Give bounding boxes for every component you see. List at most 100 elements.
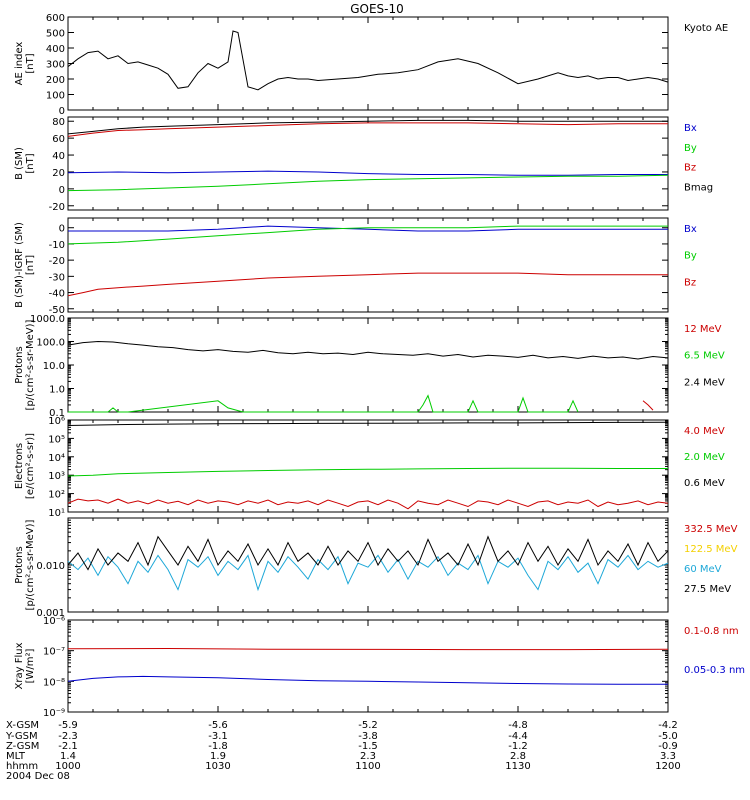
panel-electrons: 10¹ 10² 10³ 10⁴ 10⁵ 10⁶ Electrons [e/(cm²-s-sr)… — [14, 416, 725, 519]
series-line-bz — [67, 122, 668, 137]
ephemeris-value: -0.9 — [658, 741, 678, 752]
ephemeris-value: 1.9 — [210, 751, 226, 762]
ephemeris-row-label: MLT — [6, 751, 26, 762]
series-label: Bz — [684, 277, 696, 288]
y-axis-label: [nT] — [25, 153, 36, 173]
panel-frame — [67, 217, 669, 313]
ephemeris-row-label: Z-GSM — [6, 741, 39, 752]
series-label: 0.1-0.8 nm — [684, 626, 739, 637]
y-axis-label: Protons — [14, 546, 25, 583]
y-axis-label: [W/m²] — [25, 648, 36, 683]
y-axis-label: [nT] — [25, 255, 36, 275]
y-tick-label: 400 — [46, 44, 65, 55]
y-tick-label: -20 — [49, 256, 65, 267]
ephemeris-value: -5.9 — [58, 720, 78, 731]
series-line-bz — [67, 272, 668, 297]
y-axis-label: [nT] — [25, 53, 36, 73]
series-line-0-05-0-3-nm — [67, 675, 668, 685]
ephemeris-value: 1130 — [505, 761, 530, 772]
panel-frame — [67, 116, 669, 211]
y-tick-label: 10.0 — [43, 361, 65, 372]
series-line-by — [67, 174, 669, 192]
series-label: 6.5 MeV — [684, 351, 725, 362]
ephemeris-row-label: X-GSM — [6, 720, 39, 731]
y-tick-label: 10⁴ — [48, 453, 65, 464]
series-line-2-0-mev — [67, 467, 668, 477]
y-tick-label: 0.001 — [36, 608, 65, 619]
y-tick-label: 100.0 — [36, 338, 65, 349]
y-axis-label: AE index — [14, 42, 25, 86]
ephemeris-row-label: 2004 Dec 08 — [6, 771, 70, 782]
figure-title: GOES-10 — [350, 2, 404, 16]
series-line-60-mev — [67, 554, 669, 592]
ephemeris-value: -3.1 — [208, 731, 228, 742]
series-label: Bx — [684, 224, 697, 235]
series-label: 27.5 MeV — [684, 584, 731, 595]
y-tick-label: -20 — [49, 202, 65, 213]
series-label: By — [684, 251, 697, 262]
y-tick-label: -30 — [49, 272, 65, 283]
ephemeris-value: -1.8 — [208, 741, 228, 752]
y-tick-label: 60 — [52, 134, 65, 145]
y-tick-label: 0.010 — [36, 561, 65, 572]
y-tick-label: 10⁻⁸ — [43, 677, 65, 688]
series-label: 4.0 MeV — [684, 426, 725, 437]
series-label: Bz — [684, 163, 696, 174]
series-label: 122.5 MeV — [684, 544, 738, 555]
ephemeris-row-label: Y-GSM — [5, 731, 38, 742]
panel-xray: 10⁻⁹ 10⁻⁸ 10⁻⁷ 10⁻⁶ Xray Flux [W/m²] 0.1-0.8 n… — [14, 616, 745, 719]
ephemeris-value: 1.4 — [60, 751, 76, 762]
series-label: Bx — [684, 123, 697, 134]
ephemeris-value: -5.6 — [208, 720, 228, 731]
y-tick-label: 1.0 — [49, 385, 65, 396]
series-line-12-mev — [642, 400, 654, 411]
ephemeris-value: 1100 — [355, 761, 380, 772]
y-tick-label: 0 — [59, 106, 65, 117]
series-line-bmag — [67, 119, 668, 135]
panel-protons_lo: 0.001 0.010 Protons [p/(cm²-s-sr-MeV)] 332.5… — [14, 517, 738, 619]
series-line-0-6-mev — [67, 421, 669, 426]
y-tick-label: 20 — [52, 168, 65, 179]
series-line-bx — [67, 170, 668, 176]
y-tick-label: 40 — [52, 151, 65, 162]
series-line-0-1-0-8-nm — [67, 647, 669, 651]
series-line-27-5-mev — [67, 535, 669, 571]
panel-ae: 0 100 200 300 400 500 600 AE index [nT] Kyoto AE — [14, 13, 728, 117]
ephemeris-value: -5.2 — [358, 720, 378, 731]
ephemeris-value: 1200 — [655, 761, 680, 772]
y-tick-label: 10⁶ — [48, 416, 65, 427]
series-line-6-5-mev — [68, 394, 579, 413]
y-axis-label: [p/(cm²-s-sr-MeV)] — [25, 319, 36, 410]
ephemeris-value: -5.0 — [658, 731, 678, 742]
panel-bsm: -20 0 20 40 60 80 B (SM) [nT] Bx By Bz Bmag — [14, 116, 713, 213]
y-tick-label: 0 — [59, 224, 65, 235]
y-tick-label: 300 — [46, 60, 65, 71]
y-tick-label: 1000.0 — [30, 314, 65, 325]
ephemeris-value: 2.3 — [360, 751, 376, 762]
ephemeris-value: -2.1 — [58, 741, 78, 752]
y-tick-label: 600 — [46, 13, 65, 24]
panel-frame — [67, 517, 669, 613]
y-tick-label: 10⁻⁶ — [43, 616, 65, 627]
ephemeris-row-label: hhmm — [6, 761, 38, 772]
ephemeris-value: -4.4 — [508, 731, 528, 742]
panel-protons_hi: 0.1 1.0 10.0 100.0 1000.0 Protons [p/(cm²-s-sr… — [14, 314, 725, 419]
ephemeris-value: -2.3 — [58, 731, 78, 742]
panel-igrf: -50 -40 -30 -20 -10 0 B (SM)-IGRF (SM) [nT] Bx By… — [14, 217, 697, 316]
panel-frame — [67, 619, 669, 713]
y-tick-label: 0 — [59, 185, 65, 196]
y-axis-label: [e/(cm²-s-sr)] — [25, 433, 36, 499]
series-label: 332.5 MeV — [684, 524, 738, 535]
y-axis-label: B (SM)-IGRF (SM) — [14, 222, 25, 308]
series-label: 12 MeV — [684, 324, 722, 335]
ephemeris-value: -1.5 — [358, 741, 378, 752]
series-line-2-4-mev — [67, 340, 669, 360]
y-tick-label: 100 — [46, 91, 65, 102]
series-label: 2.4 MeV — [684, 377, 725, 388]
y-tick-label: -40 — [49, 289, 65, 300]
ephemeris-value: -4.8 — [508, 720, 528, 731]
y-axis-label: Electrons — [14, 443, 25, 489]
